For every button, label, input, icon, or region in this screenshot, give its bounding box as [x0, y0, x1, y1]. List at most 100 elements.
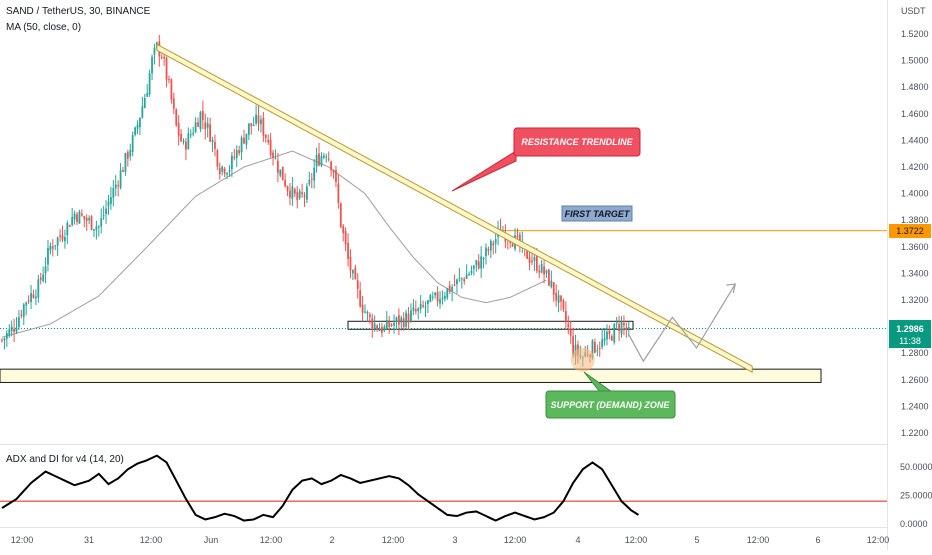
candle-body	[247, 123, 250, 135]
adx-tick-label: 0.0000	[900, 519, 928, 529]
candle-body	[327, 158, 330, 160]
candle-body	[201, 110, 204, 120]
candle-body	[608, 330, 611, 335]
candle-body	[567, 323, 570, 328]
candle-body	[335, 169, 337, 182]
candle-body	[276, 160, 279, 173]
candle-body	[163, 56, 166, 59]
support-zone-rect[interactable]	[0, 368, 822, 383]
candle-body	[245, 133, 248, 145]
candle-body	[419, 303, 422, 309]
candle-body	[211, 139, 214, 143]
candle-body	[402, 318, 405, 328]
adx-indicator-label[interactable]: ADX and DI for v4 (14, 20)	[6, 454, 124, 465]
candle-body	[255, 114, 257, 124]
candle-body	[112, 187, 115, 198]
target-price-tag: 1.3722	[889, 224, 931, 238]
candle-body	[131, 135, 134, 152]
candle-body	[291, 186, 294, 199]
candle-body	[552, 282, 555, 295]
candle-body	[37, 279, 40, 298]
time-tick-label: 6	[815, 535, 820, 545]
candle-body	[15, 327, 18, 333]
candle-body	[34, 296, 37, 299]
candle-body	[269, 139, 272, 155]
candle-body	[545, 270, 548, 274]
candle-body	[136, 124, 139, 129]
candle-body	[378, 329, 381, 332]
candle-body	[279, 169, 282, 176]
time-axis[interactable]: 12:00 31 12:00 Jun 12:00 2 12:00 3 12:00 4 12:00 5 1…	[11, 535, 890, 545]
adx-line	[1, 454, 639, 522]
candle-body	[313, 167, 316, 181]
first-target-box[interactable]	[561, 205, 633, 222]
candle-body	[528, 257, 531, 263]
candle-body	[417, 308, 420, 312]
candle-body	[405, 312, 408, 327]
candle-body	[107, 201, 110, 206]
candle-body	[233, 157, 236, 159]
candle-body	[272, 152, 274, 158]
candle-body	[601, 339, 604, 347]
candle-body	[349, 256, 352, 271]
candle-body	[262, 117, 265, 136]
adx-axis[interactable]: 50.0000 25.0000 0.0000	[900, 462, 932, 529]
price-tick-label: 1.3800	[901, 215, 929, 225]
support-callout[interactable]: SUPPORT (DEMAND) ZONE	[545, 371, 676, 419]
currency-label: USDT	[901, 6, 926, 16]
candle-body	[623, 322, 625, 326]
first-target-label: FIRST TARGET	[565, 209, 631, 219]
ma-indicator-label[interactable]: MA (50, close, 0)	[6, 22, 82, 33]
candle-body	[151, 56, 153, 74]
candle-body	[66, 222, 69, 236]
candle-body	[322, 155, 325, 158]
symbol-title[interactable]: SAND / TetherUS, 30, BINANCE	[6, 6, 151, 17]
candle-body	[371, 318, 374, 329]
candle-body	[468, 274, 470, 276]
support-callout-box[interactable]	[545, 390, 676, 419]
time-tick-label: Jun	[204, 535, 219, 545]
candle-body	[252, 124, 255, 126]
support-label: SUPPORT (DEMAND) ZONE	[551, 400, 671, 410]
candle-body	[443, 295, 446, 299]
candle-body	[139, 117, 141, 128]
price-tick-label: 1.2800	[901, 348, 929, 358]
candle-body	[301, 192, 303, 195]
candle-body	[615, 322, 618, 324]
time-tick-label: 12:00	[504, 535, 527, 545]
candle-body	[620, 321, 623, 334]
candle-body	[182, 140, 185, 143]
time-tick-label: 12:00	[140, 535, 163, 545]
candle-body	[410, 310, 412, 322]
candle-body	[376, 325, 378, 330]
resistance-trendline[interactable]	[156, 43, 753, 373]
first-target-callout[interactable]: FIRST TARGET	[561, 205, 633, 222]
projected-path[interactable]	[628, 283, 736, 363]
candle-body	[296, 192, 299, 201]
candle-body	[68, 225, 71, 227]
resistance-callout[interactable]: RESISTANCE TRENDLINE	[451, 127, 641, 192]
price-axis[interactable]: 1.5200 1.5000 1.4800 1.4600 1.4400 1.4200 1.40…	[901, 29, 929, 438]
candle-body	[88, 218, 91, 221]
candle-body	[477, 261, 480, 269]
candle-body	[293, 189, 296, 194]
candle-body	[257, 115, 260, 124]
candle-body	[344, 231, 347, 245]
time-tick-label: 3	[452, 535, 457, 545]
candle-body	[591, 340, 594, 359]
time-tick-label: 12:00	[867, 535, 890, 545]
candle-body	[456, 279, 458, 285]
candle-body	[446, 288, 449, 298]
candle-body	[298, 191, 301, 199]
candle-body	[487, 248, 490, 251]
candle-body	[5, 333, 8, 339]
price-tick-label: 1.4400	[901, 135, 929, 145]
candle-body	[250, 123, 253, 127]
consolidation-box[interactable]	[347, 320, 634, 330]
resistance-callout-box[interactable]	[513, 127, 641, 157]
candle-body	[78, 211, 81, 224]
candle-body	[264, 134, 267, 138]
candle-body	[480, 256, 483, 269]
